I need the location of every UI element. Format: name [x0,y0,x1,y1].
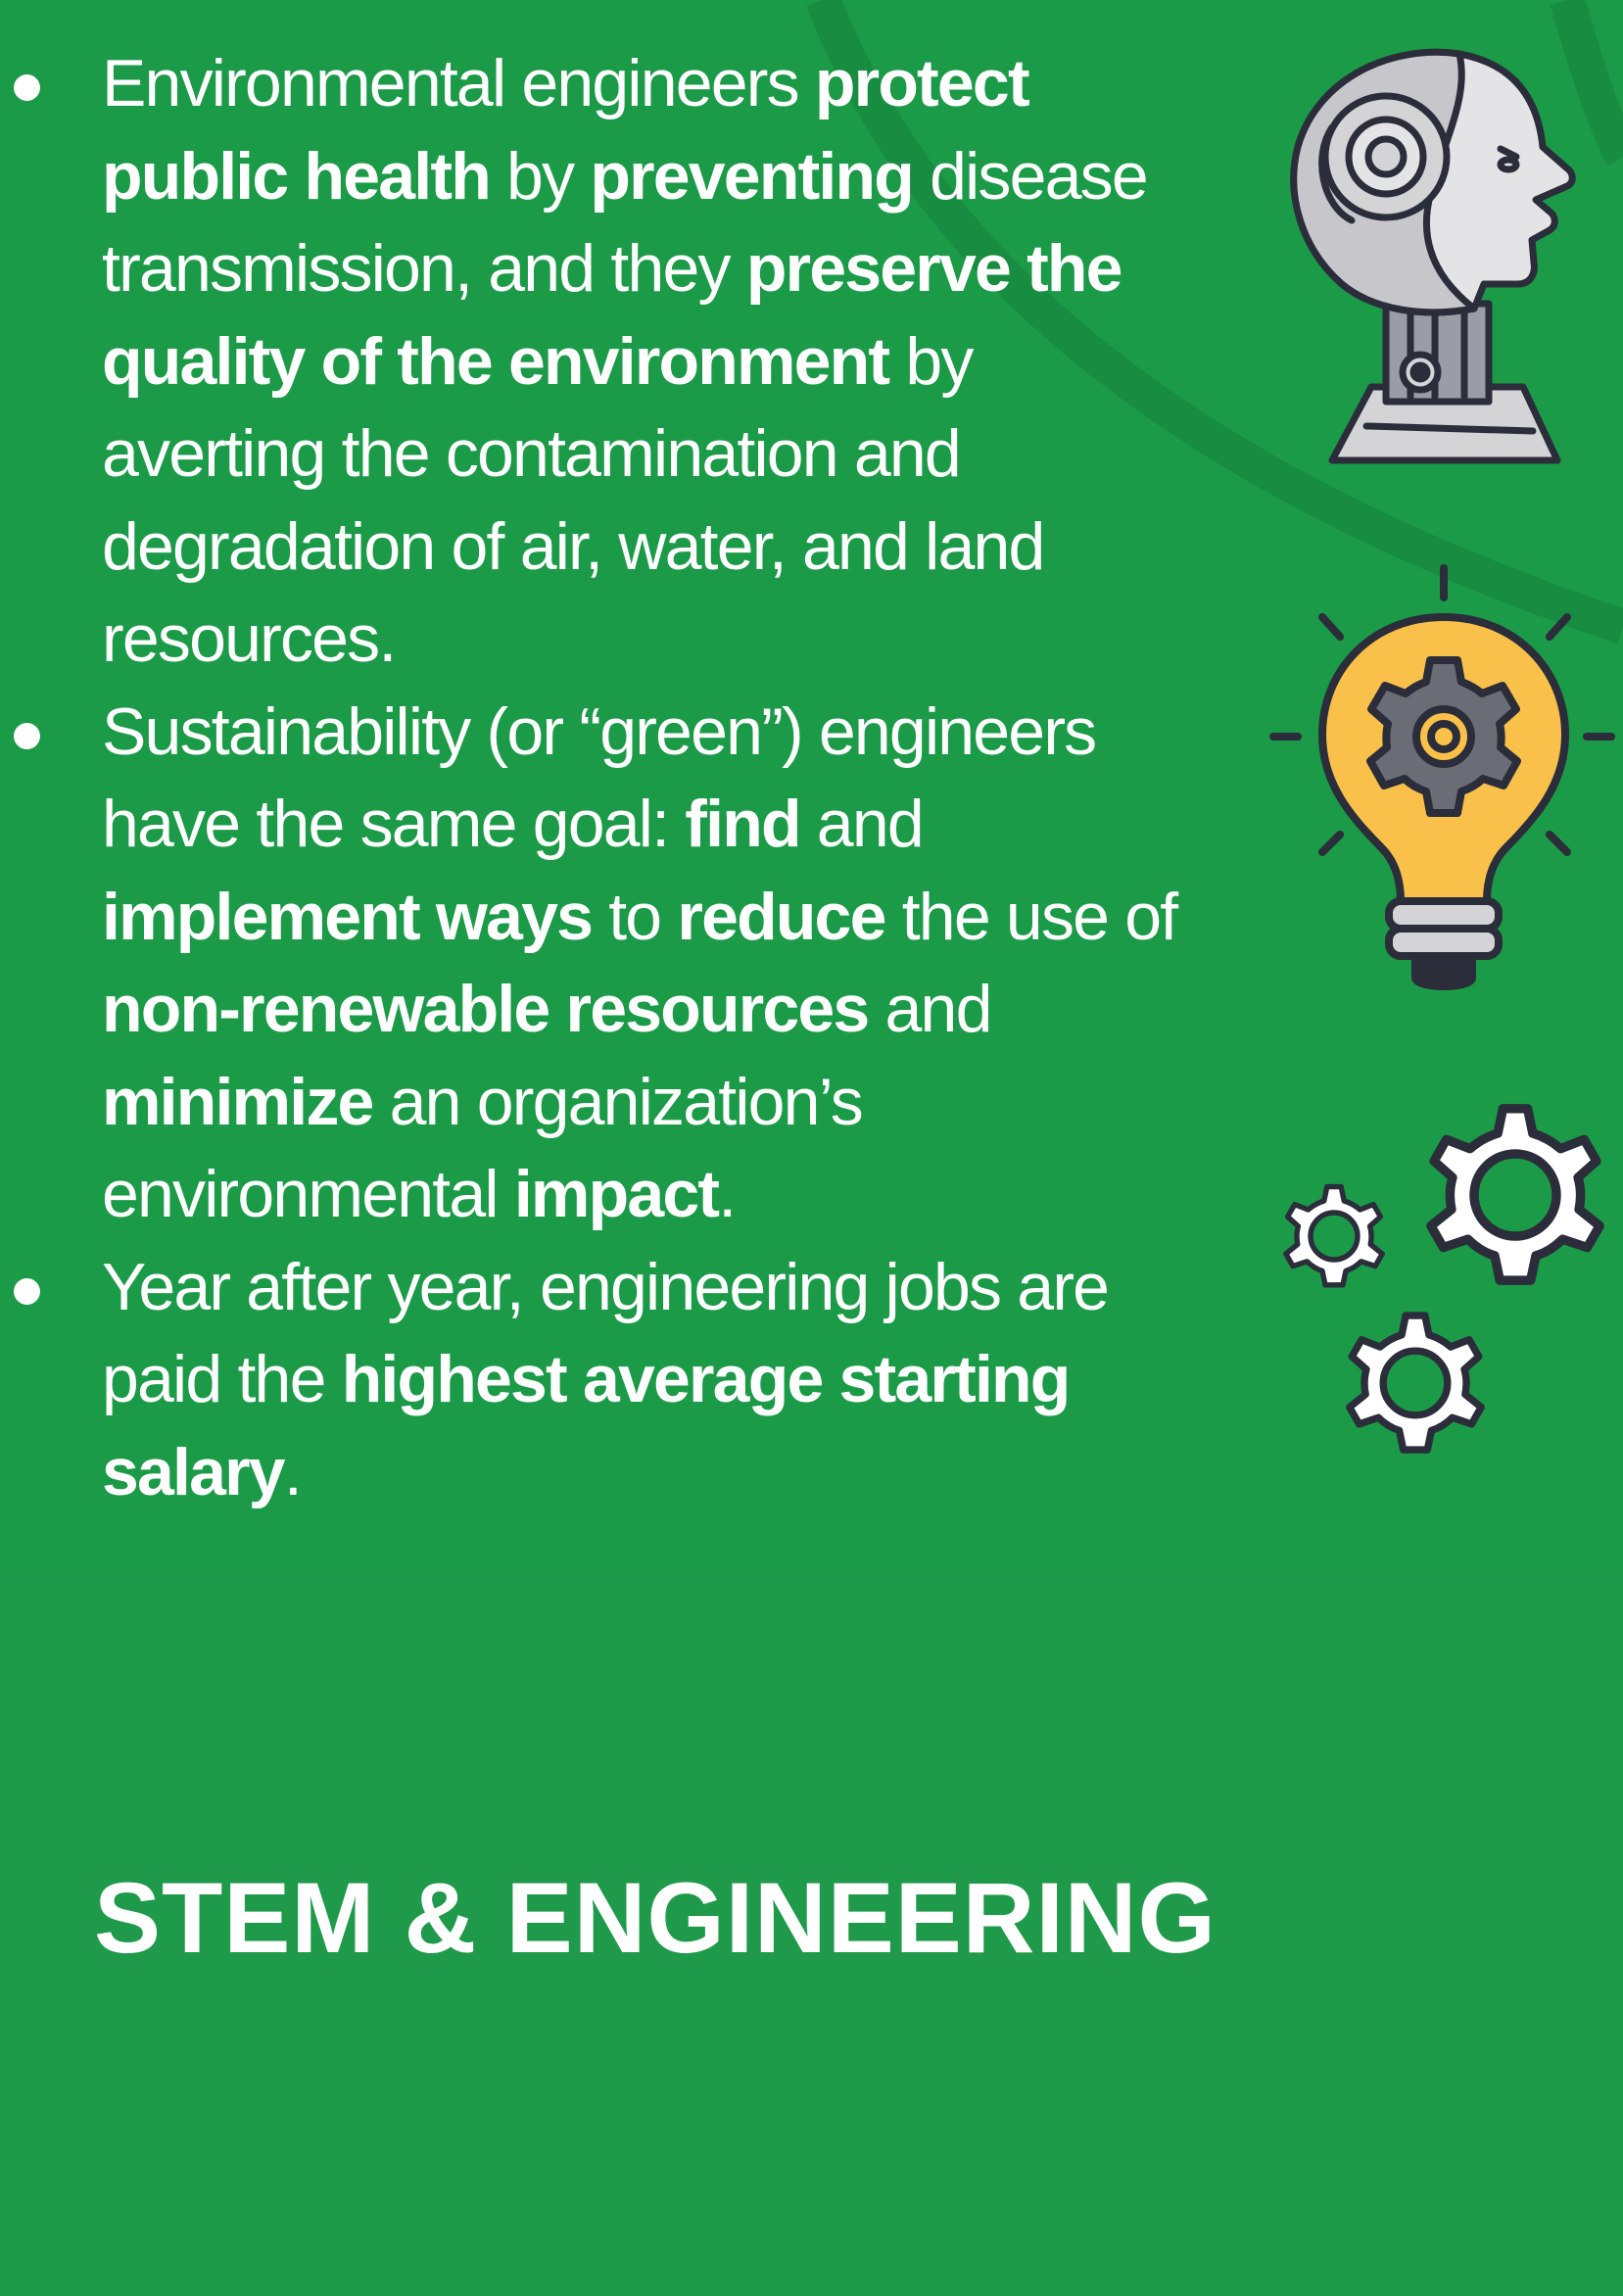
content-panel: Environmental engineers protect public he… [0,0,1623,1518]
bold-text: highest average starting [341,1342,1072,1416]
footer-panel [0,1572,1623,2296]
text: disease [912,138,1149,214]
text: averting the contamination and [102,416,962,491]
text: Sustainability (or “green”) engineers [102,694,1097,769]
bullet-dot-icon [14,1277,40,1305]
bold-text: find [685,787,801,861]
text: an organization’s [372,1064,864,1139]
bold-text: non-renewable resources [102,972,870,1046]
text: paid the [102,1342,342,1416]
bullet-line: public health by preventing disease [102,130,1215,223]
text: the use of [884,879,1178,954]
bold-text: protect [814,46,1030,120]
text: to [592,879,678,954]
bullet-line: Sustainability (or “green”) engineers [102,686,1215,779]
bold-text: impact [513,1157,720,1231]
lightbulb-gear-icon [1269,564,1615,990]
text: environmental [102,1157,514,1231]
bullet-line: minimize an organization’s [102,1056,1215,1149]
bullet-line: Year after year, engineering jobs are [102,1241,1215,1334]
bullet-line: salary. [102,1426,1215,1519]
bullet-line: degradation of air, water, and land [102,501,1215,594]
bold-text: preserve the [745,231,1123,306]
text: and [868,972,993,1046]
bullet-line: transmission, and they preserve the [102,222,1215,315]
text: . [283,1434,303,1509]
text: resources. [102,601,397,676]
background-arc-decoration [806,0,1623,645]
bullet-line: implement ways to reduce the use of [102,871,1215,964]
bullet-line: environmental impact. [102,1148,1215,1241]
text: and [799,787,925,861]
bullet-line: have the same goal: find and [102,778,1215,871]
bullet-dot-icon [14,722,40,749]
bullet-line: non-renewable resources and [102,963,1215,1056]
bullet-line: Environmental engineers protect [102,37,1215,130]
bullet-line: resources. [102,593,1215,686]
robot-head-icon [1290,48,1576,464]
text: . [718,1157,737,1231]
bullet-list: Environmental engineers protect public he… [0,37,1215,1518]
bullet-line: quality of the environment by [102,315,1215,408]
gears-icon [1264,1077,1623,1489]
bullet-item: Sustainability (or “green”) engineers hav… [0,686,1215,1241]
bold-text: public health [102,138,492,214]
text: transmission, and they [102,231,746,306]
bold-text: implement ways [102,879,594,954]
bold-text: salary [102,1434,286,1509]
bold-text: preventing [590,138,914,214]
bullet-dot-icon [14,74,40,101]
text: by [489,138,591,214]
text: Year after year, engineering jobs are [102,1249,1110,1324]
bold-text: minimize [102,1064,374,1139]
bullet-line: paid the highest average starting [102,1333,1215,1426]
text: by [888,323,974,399]
bullet-item: Environmental engineers protect public he… [0,37,1215,686]
text: degradation of air, water, and land [102,508,1045,584]
bullet-item: Year after year, engineering jobs are pai… [0,1241,1215,1519]
text: have the same goal: [102,787,686,861]
bullet-line: averting the contamination and [102,407,1215,501]
bold-text: reduce [677,879,886,954]
text: Environmental engineers [102,46,815,120]
section-title: STEM & ENGINEERING [94,1862,1217,1974]
bold-text: quality of the environment [102,323,890,399]
